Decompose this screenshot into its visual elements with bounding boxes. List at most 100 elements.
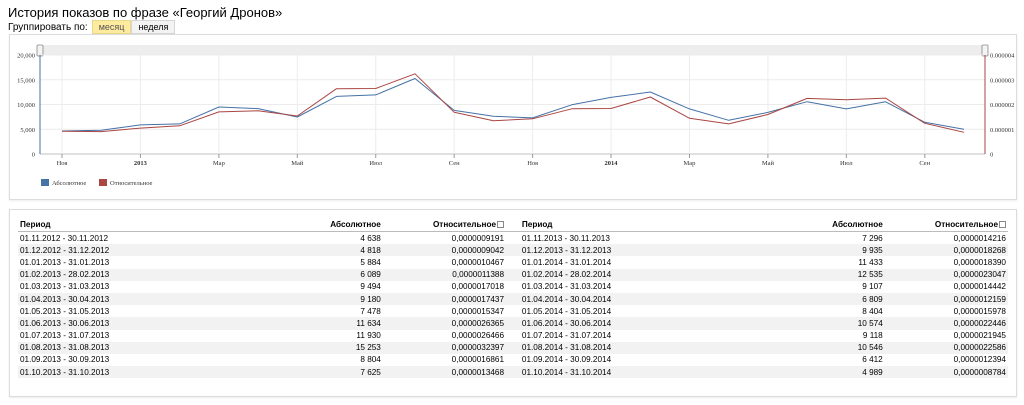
period-cell: 01.04.2013 - 30.04.2013 [18, 292, 181, 306]
absolute-cell: 7 625 [180, 366, 383, 379]
period-cell: 01.01.2014 - 31.01.2014 [521, 257, 612, 267]
absolute-cell: 6 089 [180, 268, 383, 281]
x-tick-label: Июл [369, 160, 382, 167]
y-tick-label-left: 15,000 [17, 77, 35, 84]
x-tick-label: Сен [449, 160, 460, 167]
relative-cell: 0,0000012394 [953, 355, 1006, 365]
column-gap [506, 292, 520, 306]
relative-cell: 0,0000009042 [382, 244, 507, 257]
col-absolute-left[interactable]: Абсолютное [180, 217, 383, 232]
table-body: 01.11.2012 - 30.11.2012 4 638 0,0000009191… [18, 232, 1008, 379]
relative-cell: 0,0000021945 [953, 331, 1006, 341]
relative-cell: 0,0000013468 [382, 366, 507, 379]
period-cell: 01.02.2013 - 28.02.2013 [18, 268, 181, 281]
x-tick-label: Сен [919, 160, 930, 167]
x-tick-label: 2014 [605, 160, 619, 167]
y-tick-label-right: 0.000002 [990, 102, 1014, 109]
col-relative-right[interactable]: Относительное [884, 217, 1008, 232]
column-gap [506, 281, 520, 293]
x-tick-label: Ноя [57, 160, 68, 167]
period-cell: 01.06.2014 - 30.06.2014 [519, 317, 683, 330]
absolute-cell: 15 253 [180, 341, 383, 354]
period-cell: 01.10.2014 - 31.10.2014 [519, 366, 683, 379]
period-cell: 01.02.2014 - 28.02.2014 [519, 268, 683, 281]
col-absolute-right[interactable]: Абсолютное [682, 217, 885, 232]
page-title: История показов по фразе «Георгий Дронов… [8, 5, 283, 20]
relative-cell: 0,0000026365 [382, 317, 507, 330]
absolute-cell: 4 818 [180, 244, 383, 257]
absolute-cell: 7 478 [360, 306, 381, 316]
stats-table: Период Абсолютное Относительное Период А… [18, 217, 1008, 379]
x-tick-label: Мар [684, 160, 696, 167]
period-cell: 01.06.2013 - 30.06.2013 [18, 317, 181, 330]
absolute-cell: 11 930 [356, 331, 381, 341]
column-gap [506, 268, 520, 281]
table-row: 01.11.2012 - 30.11.2012 4 638 0,0000009191… [18, 232, 1008, 245]
table-row: 01.08.2013 - 31.08.2013 15 253 0,000003239… [18, 341, 1008, 354]
column-gap [506, 366, 520, 379]
group-month-button[interactable]: месяц [91, 20, 132, 34]
x-tick-label: Ноя [527, 160, 538, 167]
table-row: 01.12.2012 - 31.12.2012 4 818 0,0000009042… [18, 244, 1008, 257]
table-row: 01.06.2013 - 30.06.2013 11 634 0,000002636… [18, 317, 1008, 330]
relative-cell: 0,0000026466 [451, 331, 505, 341]
table-row: 01.04.2013 - 30.04.2013 9 180 0,0000017437… [18, 292, 1008, 306]
legend-swatch [99, 179, 107, 186]
period-cell: 01.09.2014 - 30.09.2014 [521, 355, 612, 365]
relative-cell: 0,0000022586 [884, 341, 1008, 354]
y-tick-label-right: 0 [990, 152, 993, 159]
legend-label: Абсолютное [52, 180, 86, 187]
x-tick-label: Июл [840, 160, 853, 167]
period-cell: 01.10.2013 - 31.10.2013 [18, 366, 181, 379]
help-icon[interactable] [999, 220, 1006, 228]
legend-swatch [41, 179, 49, 186]
y-tick-label-left: 5,000 [20, 127, 35, 134]
absolute-cell: 6 809 [682, 292, 885, 306]
x-tick-label: 2013 [134, 160, 148, 167]
relative-cell: 0,0000012159 [884, 292, 1008, 306]
navigator-bar [40, 45, 985, 55]
column-gap [506, 330, 520, 342]
absolute-cell: 8 804 [360, 355, 381, 365]
column-gap [506, 244, 520, 257]
col-relative-left[interactable]: Относительное [382, 217, 507, 232]
absolute-cell: 10 546 [682, 341, 885, 354]
column-gap [506, 354, 520, 366]
table-row: 01.02.2013 - 28.02.2013 6 089 0,0000011388… [18, 268, 1008, 281]
col-period-right: Период [519, 217, 683, 232]
y-tick-label-right: 0.000001 [990, 127, 1014, 134]
relative-cell: 0,0000017018 [451, 282, 505, 292]
relative-cell: 0,0000032397 [382, 341, 507, 354]
period-cell: 01.08.2013 - 31.08.2013 [18, 341, 181, 354]
relative-cell: 0,0000022446 [884, 317, 1008, 330]
y-tick-label-right: 0.000003 [990, 77, 1014, 84]
period-cell: 01.03.2013 - 31.03.2013 [20, 282, 110, 292]
column-gap [506, 256, 520, 268]
absolute-cell: 10 574 [682, 317, 885, 330]
y-tick-label-left: 10,000 [17, 102, 35, 109]
period-cell: 01.05.2014 - 31.05.2014 [521, 306, 612, 316]
absolute-cell: 12 535 [682, 268, 885, 281]
period-cell: 01.07.2014 - 31.07.2014 [521, 331, 612, 341]
series-line-relative [61, 73, 965, 133]
help-icon[interactable] [497, 220, 505, 228]
series-line-absolute [61, 78, 965, 132]
absolute-cell: 9 935 [682, 244, 885, 257]
table-panel: Период Абсолютное Относительное Период А… [9, 209, 1017, 397]
table-row: 01.10.2013 - 31.10.2013 7 625 0,0000013468… [18, 366, 1008, 379]
absolute-cell: 6 412 [862, 355, 883, 365]
relative-cell: 0,0000015347 [451, 306, 505, 316]
table-header-row: Период Абсолютное Относительное Период А… [18, 217, 1008, 232]
y-tick-label-left: 20,000 [17, 53, 35, 60]
group-by-label: Группировать по: [8, 21, 88, 33]
x-tick-label: Май [291, 160, 304, 167]
period-cell: 01.03.2014 - 31.03.2014 [521, 282, 612, 292]
relative-cell: 0,0000018390 [953, 257, 1006, 267]
group-week-button[interactable]: неделя [131, 20, 176, 34]
absolute-cell: 11 433 [858, 257, 883, 267]
column-gap [506, 317, 520, 330]
x-tick-label: Мар [213, 160, 225, 167]
period-cell: 01.11.2013 - 30.11.2013 [521, 233, 610, 243]
period-cell: 01.07.2013 - 31.07.2013 [20, 331, 110, 341]
period-cell: 01.12.2013 - 31.12.2013 [519, 244, 683, 257]
